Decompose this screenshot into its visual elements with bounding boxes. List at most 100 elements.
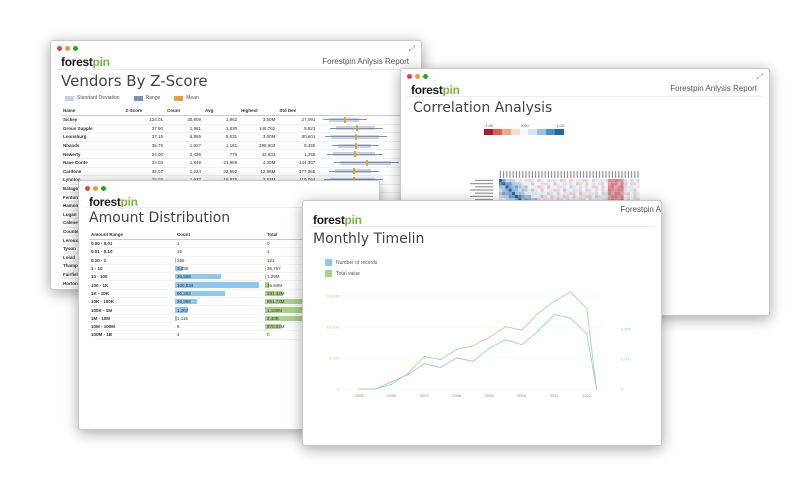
heatmap-cell [511, 191, 515, 195]
count-cell: 100,534 [175, 280, 265, 290]
col-header-range[interactable]: Amount Range [89, 231, 175, 240]
close-button[interactable] [57, 46, 62, 51]
data-point [456, 348, 458, 350]
col-header-highest[interactable]: Highest [239, 107, 278, 116]
heatmap-cell [591, 191, 595, 195]
report-label: Forestpin Anlysis [620, 205, 661, 214]
col-header-count[interactable]: Count [165, 107, 203, 116]
column-label [573, 171, 575, 178]
column-label [551, 171, 553, 178]
forestpin-logo: forestpin [89, 195, 138, 209]
y-left-tick: 5,000 [329, 356, 340, 361]
total-bar [265, 315, 305, 321]
col-header-std-dev[interactable]: Std Dev [277, 107, 318, 116]
heatmap-cell [547, 195, 551, 199]
col-header-zscore[interactable]: Z-Score [123, 107, 166, 116]
data-point [391, 383, 393, 385]
monthly-timeline-window[interactable]: forestpin Forestpin Anlysis Monthly Time… [302, 200, 662, 446]
zoom-button[interactable] [73, 46, 78, 51]
table-row[interactable]: Lounsburg 37.15 6,866 5,631 3.00M 80,601 [61, 132, 401, 142]
x-tick: 2011 [550, 393, 559, 398]
heatmap-cell [572, 185, 576, 189]
heatmap-cell [563, 198, 567, 202]
heatmap-cell [623, 195, 627, 199]
zscore-cell: 33.03 [123, 158, 166, 168]
data-point [358, 388, 360, 390]
heatmap-cell [579, 182, 583, 186]
heatmap-cell [515, 198, 519, 202]
count-bar [175, 290, 226, 297]
scale-label-min: -1.00 [484, 123, 494, 128]
heatmap-cell [579, 195, 583, 199]
heatmap-cell [543, 198, 547, 202]
data-point [488, 347, 490, 349]
expand-icon[interactable]: ⤢ [408, 44, 415, 53]
heatmap-cell [556, 182, 560, 186]
range-cell: 100K - 1M [89, 305, 175, 315]
range-cell: 0.00 - 0.01 [89, 239, 175, 249]
col-header-name[interactable]: Name [61, 107, 124, 116]
col-header-avg[interactable]: Avg [202, 107, 240, 116]
data-point [407, 372, 409, 374]
heatmap-cell [521, 188, 525, 192]
heatmap-cell [607, 191, 611, 195]
table-row[interactable]: Cardone 32.07 1,224 22,592 12.98M 377,065 [61, 167, 401, 177]
heatmap-cell [524, 179, 528, 183]
heatmap-cell [527, 179, 531, 183]
count-bar [175, 282, 259, 288]
heatmap-cell [591, 182, 595, 186]
heatmap-cell [508, 179, 512, 183]
zscore-cell: 37.90 [123, 124, 166, 134]
heatmap-cell [598, 185, 602, 189]
heatmap-cell [499, 185, 503, 189]
minimize-button[interactable] [415, 74, 420, 79]
heatmap-cell [547, 191, 551, 195]
expand-icon[interactable]: ⤢ [756, 72, 763, 81]
table-row[interactable]: Nbands 35.79 1,927 1,181 298,603 8,455 [61, 141, 401, 151]
heatmap-cell [550, 182, 554, 186]
count-value: 26,269 [177, 299, 191, 305]
table-row[interactable]: Newerty 34.00 2,436 776 42,832 1,255 [61, 149, 401, 159]
minimize-button[interactable] [65, 46, 70, 51]
column-label [586, 171, 588, 178]
row-label [470, 195, 493, 197]
close-button[interactable] [85, 186, 90, 191]
table-row[interactable]: Nave Conte 33.03 1,849 21,869 4.30M 144,307 [61, 158, 401, 168]
count-value: 1 [177, 241, 180, 247]
count-value: 3,036 [177, 266, 189, 272]
heatmap-cell [579, 179, 583, 183]
heatmap-cell [620, 191, 624, 195]
table-row[interactable]: Sickey 124.01 30,809 1,962 3.50M 27,091 [61, 115, 401, 125]
heatmap-cell [553, 185, 557, 189]
heatmap-cell [598, 198, 602, 202]
heatmap-cell [595, 179, 599, 183]
page-title: Correlation Analysis [413, 100, 553, 116]
heatmap-cell [556, 188, 560, 192]
heatmap-cell [499, 195, 503, 199]
column-label [570, 171, 572, 178]
column-label [583, 171, 585, 178]
heatmap-cell [511, 198, 515, 202]
heatmap-cell [627, 179, 631, 183]
stddev-cell: 80,601 [277, 132, 318, 142]
heatmap-cell [607, 195, 611, 199]
zoom-button[interactable] [101, 186, 106, 191]
column-label [522, 171, 524, 178]
data-point [407, 374, 409, 376]
y-right-tick: 2,000 [621, 357, 632, 362]
zscore-cell: 35.79 [123, 141, 166, 151]
column-label [627, 171, 629, 178]
table-row[interactable]: Grous Supple 37.90 1,981 1,830 148,762 5,821 [61, 124, 401, 134]
heatmap-cell [556, 198, 560, 202]
heatmap-cell [521, 191, 525, 195]
range-cell: 0.10 - 1 [89, 256, 175, 265]
heatmap-cell [582, 179, 586, 183]
heatmap-cell [550, 195, 554, 199]
minimize-button[interactable] [93, 186, 98, 191]
heatmap-cell [534, 185, 538, 189]
zoom-button[interactable] [423, 74, 428, 79]
column-label [554, 171, 556, 178]
highest-cell: 3.50M [239, 115, 278, 125]
col-header-count[interactable]: Count [175, 231, 265, 240]
close-button[interactable] [407, 74, 412, 79]
